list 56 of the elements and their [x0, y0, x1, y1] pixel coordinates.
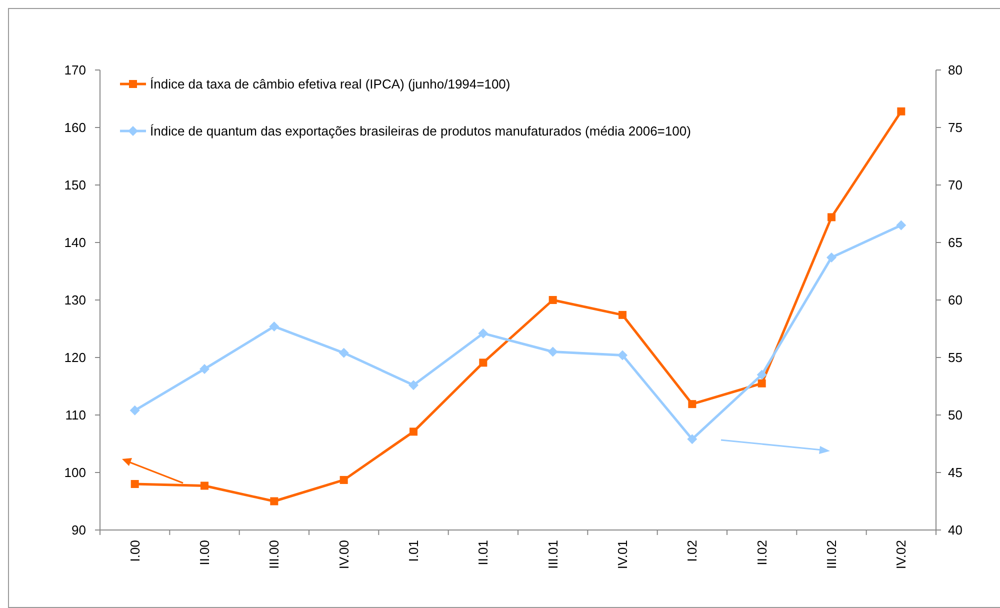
y2-tick-label: 55 [948, 350, 962, 366]
x-tick-label: III.00 [266, 540, 282, 569]
x-tick-label: III.02 [824, 540, 840, 569]
legend-label: Índice de quantum das exportações brasileiras de produtos manufaturados (média 2006=100) [150, 124, 691, 139]
point [756, 370, 767, 380]
y-tick-label: 160 [64, 120, 86, 136]
x-tick-label: IV.02 [894, 540, 909, 570]
legend-label: Índice da taxa de câmbio efetiva real (IPCA) (junho/1994=100) [150, 76, 510, 92]
x-tick-label: III.01 [545, 540, 560, 569]
y-tick-label: 90 [72, 522, 86, 538]
point [270, 497, 278, 506]
y2-tick-label: 50 [948, 408, 962, 423]
point [688, 400, 696, 408]
x-tick-label: II.02 [754, 540, 770, 566]
point [548, 296, 557, 304]
x-tick-label: IV.00 [336, 540, 352, 570]
point [618, 350, 628, 360]
y2-tick-label: 70 [948, 178, 962, 193]
y-tick-label: 120 [64, 350, 86, 366]
y2-tick-label: 45 [948, 465, 962, 480]
x-tick-label: I.00 [127, 540, 142, 562]
point [897, 107, 906, 116]
point [338, 348, 349, 358]
point [687, 434, 698, 444]
y-tick-label: 100 [64, 465, 86, 480]
x-tick-label: II.00 [197, 540, 212, 566]
point [828, 213, 836, 222]
y2-tick-label: 40 [948, 522, 962, 538]
y-tick-label: 110 [65, 408, 86, 423]
point [478, 328, 488, 338]
point [200, 482, 208, 490]
y2-tick-label: 60 [948, 292, 962, 308]
point [408, 380, 418, 390]
point [340, 476, 348, 484]
y2-tick-label: 65 [948, 235, 962, 250]
x-tick-label: IV.01 [615, 540, 630, 570]
y2-tick-label: 75 [948, 120, 962, 136]
point [269, 321, 280, 332]
x-tick-label: I.01 [406, 540, 422, 562]
y-tick-label: 140 [64, 235, 86, 250]
point [548, 346, 558, 357]
y-tick-label: 170 [64, 62, 86, 78]
point [410, 428, 418, 436]
y-tick-label: 130 [64, 292, 86, 308]
point [479, 358, 488, 367]
y2-tick-label: 80 [948, 62, 962, 78]
point [130, 405, 140, 416]
x-tick-label: II.01 [476, 540, 491, 566]
point [200, 364, 210, 374]
x-tick-label: I.02 [684, 540, 700, 562]
point [896, 220, 906, 230]
y-tick-label: 150 [64, 178, 86, 193]
point [618, 310, 626, 319]
point [130, 480, 139, 488]
point [758, 379, 766, 388]
point [826, 252, 836, 262]
